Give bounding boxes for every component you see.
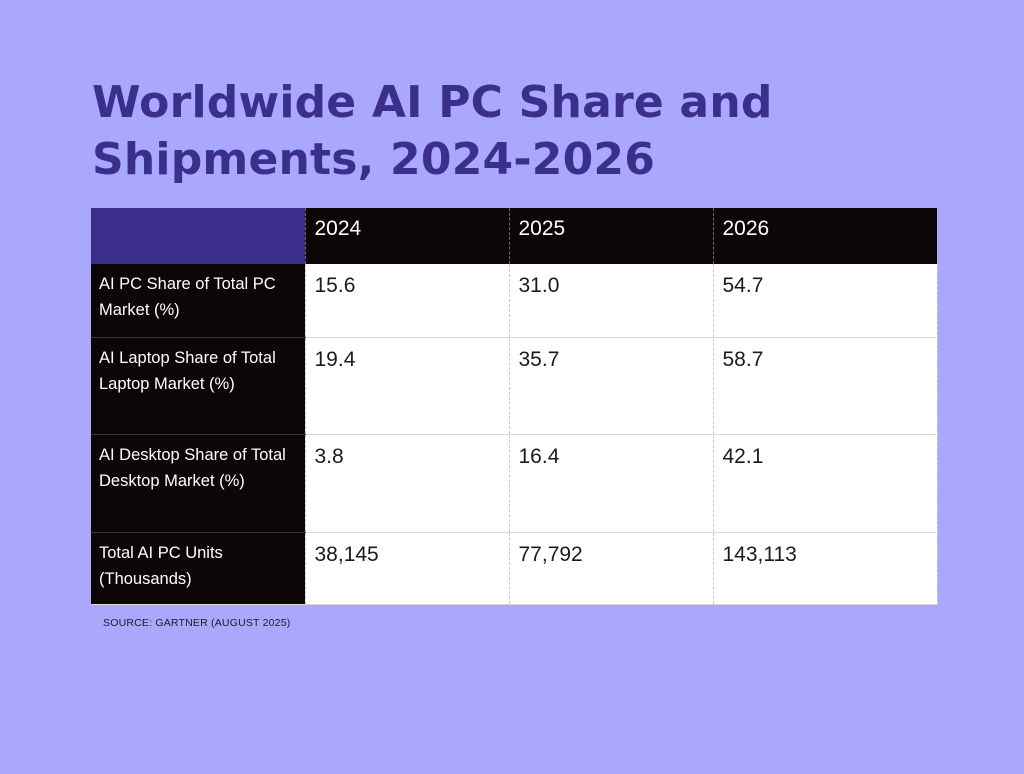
column-header-2025: 2025	[508, 208, 713, 264]
page-title: Worldwide AI PC Share and Shipments, 202…	[92, 77, 773, 185]
table-cell: 77,792	[508, 531, 713, 605]
table-cell: 54.7	[712, 264, 938, 337]
table-cell: 143,113	[712, 531, 938, 605]
row-label: AI Laptop Share of Total Laptop Market (…	[91, 336, 305, 434]
table-cell: 38,145	[304, 531, 509, 605]
row-label: Total AI PC Units (Thousands)	[91, 531, 305, 605]
header-corner-cell	[91, 208, 305, 264]
column-header-2024: 2024	[304, 208, 509, 264]
table-cell: 42.1	[712, 433, 938, 532]
source-note: SOURCE: GARTNER (AUGUST 2025)	[103, 617, 291, 629]
column-header-2026: 2026	[712, 208, 937, 264]
table-cell: 31.0	[508, 264, 713, 337]
table-row: AI Laptop Share of Total Laptop Market (…	[91, 336, 938, 434]
row-label: AI PC Share of Total PC Market (%)	[91, 264, 305, 337]
header-row: 2024 2025 2026	[91, 208, 937, 264]
table-cell: 15.6	[304, 264, 509, 337]
table-cell: 19.4	[304, 336, 509, 434]
table-row: AI PC Share of Total PC Market (%) 15.6 …	[91, 264, 938, 337]
data-table: 2024 2025 2026 AI PC Share of Total PC M…	[91, 208, 938, 605]
row-label: AI Desktop Share of Total Desktop Market…	[91, 433, 305, 532]
table-cell: 35.7	[508, 336, 713, 434]
table-cell: 16.4	[508, 433, 713, 532]
table-row: Total AI PC Units (Thousands) 38,145 77,…	[91, 531, 938, 605]
table-row: AI Desktop Share of Total Desktop Market…	[91, 433, 938, 532]
table-cell: 3.8	[304, 433, 509, 532]
table-cell: 58.7	[712, 336, 938, 434]
